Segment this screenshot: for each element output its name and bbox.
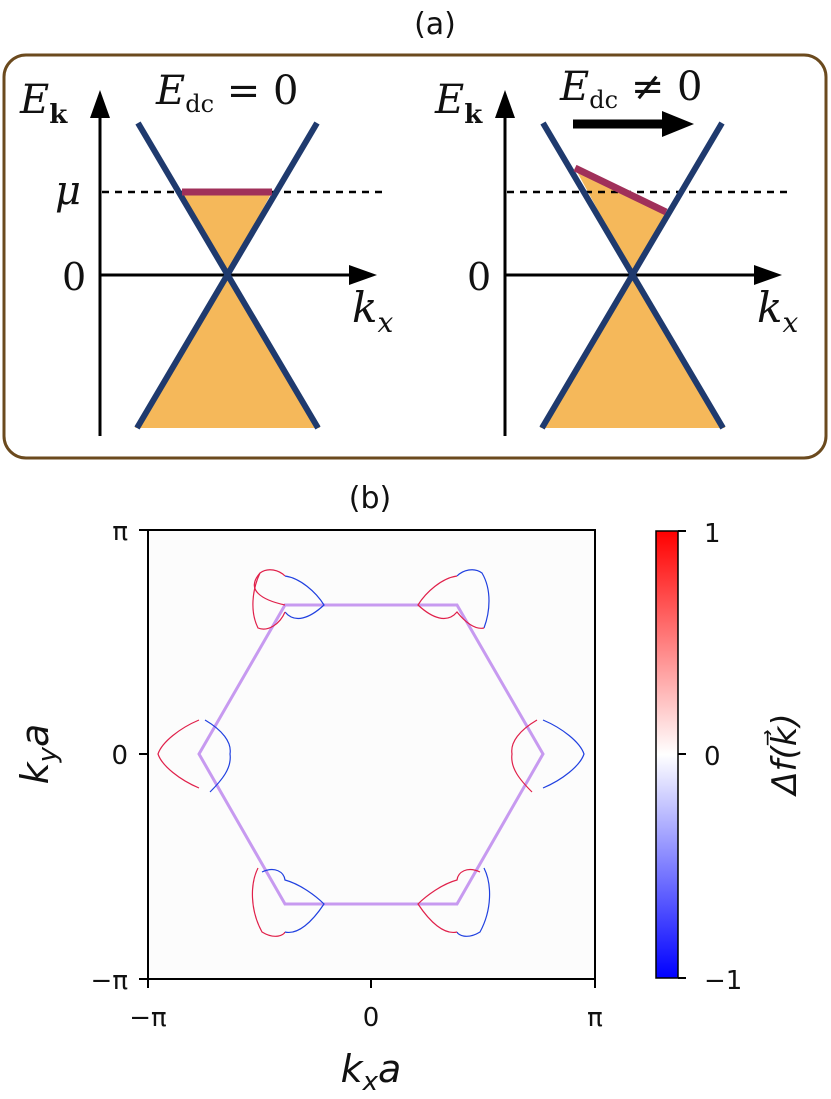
plot-frame (147, 529, 596, 980)
x-tick-max: π (587, 1003, 603, 1033)
fermi-pockets (157, 569, 585, 937)
cone-branch-rising-driven (539, 121, 725, 430)
brillouin-zone-hexagon (197, 603, 545, 906)
filled-lower-cone-driven (540, 275, 725, 428)
colorbar: 1 0 −1 Δf(k⃗) (655, 519, 805, 996)
brillouin-zone-plot: −π 0 π π 0 −π kxa kya (13, 517, 603, 1097)
cone-branch-rising (134, 121, 320, 430)
x-axis-label: kxa (341, 1047, 402, 1097)
energy-axis-arrowhead-driven (495, 90, 515, 118)
colorbar-tick-zero: 0 (704, 742, 721, 772)
energy-label-driven: Ek (434, 77, 483, 130)
pocket-left-red (157, 719, 200, 789)
x-tick-min: −π (129, 1003, 166, 1033)
pocket-bottom-left-blue (261, 868, 325, 933)
pocket-top-right-red (417, 575, 485, 629)
cone-diagram-equilibrium: Ek Edc = 0 μ 0 kx (19, 68, 393, 436)
kx-label-driven: kx (757, 283, 798, 339)
panel-b-label: (b) (349, 481, 391, 516)
pocket-right-red (511, 719, 538, 793)
zero-label: 0 (62, 255, 86, 299)
shifted-fermi-surface-line (573, 164, 668, 216)
colorbar-tick-min: −1 (704, 966, 742, 996)
momentum-axis-arrowhead-driven (754, 265, 782, 285)
pocket-top-right-blue (456, 569, 490, 629)
filled-upper-cone-driven (575, 168, 666, 275)
energy-label: Ek (19, 77, 68, 130)
colorbar-gradient (655, 530, 679, 979)
kx-label: kx (352, 283, 393, 339)
filled-lower-cone (135, 275, 320, 428)
filled-upper-cone (182, 192, 272, 275)
panel-a-frame (2, 53, 828, 460)
condition-label-driven: Edc ≠ 0 (559, 64, 702, 114)
pocket-bottom-right-red (417, 868, 481, 933)
pocket-right-blue (542, 719, 585, 789)
colorbar-label: Δf(k⃗) (764, 713, 805, 797)
x-tick-zero: 0 (363, 1003, 380, 1033)
panel-a-label: (a) (414, 7, 456, 42)
cone-diagram-driven: Ek Edc ≠ 0 0 kx (434, 64, 798, 436)
momentum-axis-arrowhead (349, 265, 377, 285)
field-arrow-head (662, 111, 694, 137)
condition-label: Edc = 0 (155, 68, 298, 118)
y-axis-label: kya (13, 724, 63, 785)
pocket-left-blue (204, 719, 231, 793)
y-tick-zero: 0 (111, 741, 128, 771)
pocket-top-left-lower (252, 572, 286, 630)
pocket-bottom-left-red (251, 867, 286, 937)
energy-axis-arrowhead (90, 90, 110, 118)
zero-label-driven: 0 (467, 255, 491, 299)
y-tick-min: −π (91, 966, 128, 996)
y-tick-max: π (112, 517, 128, 547)
pocket-top-left-blue (284, 575, 325, 620)
mu-label: μ (55, 168, 81, 214)
pocket-bottom-right-blue (456, 867, 491, 937)
axis-ticks (139, 529, 596, 988)
colorbar-tick-max: 1 (704, 519, 721, 549)
